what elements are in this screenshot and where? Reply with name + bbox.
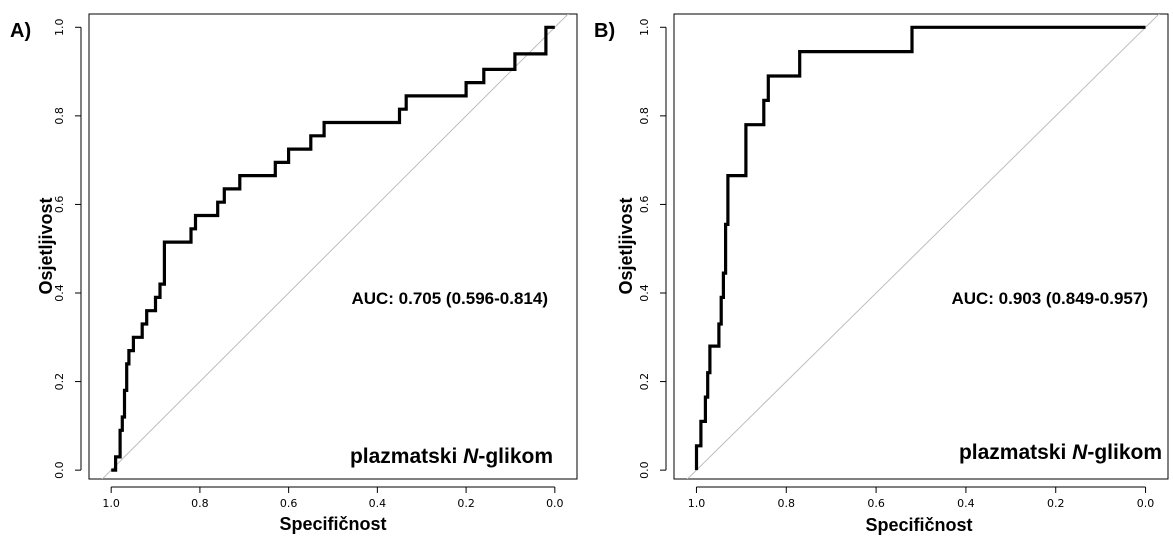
y-tick-label: 0.4 [53,284,66,302]
x-axis-title: Specifičnost [865,515,972,535]
x-axis: 1.0 0.8 0.6 0.4 0.2 0.0 [688,486,1155,510]
y-axis: 0.0 0.2 0.4 0.6 0.8 1.0 [638,19,667,479]
y-tick-label: 0.0 [53,461,66,479]
y-tick-label: 1.0 [638,19,651,36]
x-tick-label: 0.0 [1137,497,1155,510]
x-tick-label: 0.4 [957,497,975,510]
plot-clip-region [686,14,1160,479]
y-tick-label: 0.2 [53,373,66,391]
caption-italic: N [463,445,479,468]
plot-clip-region [101,14,569,479]
x-tick-label: 0.2 [1047,497,1065,510]
y-axis-title: Osjetljivost [36,197,56,294]
y-tick-label: 0.8 [638,107,651,125]
y-axis-title: Osjetljivost [616,197,636,294]
y-tick-label: 0.6 [53,196,66,214]
x-tick-label: 0.4 [369,497,387,510]
chance-diagonal-line [686,14,1160,479]
caption-post: -glikom [478,445,553,468]
x-tick-label: 1.0 [102,497,120,510]
auc-annotation: AUC: 0.705 (0.596-0.814) [351,289,548,308]
x-axis: 1.0 0.8 0.6 0.4 0.2 0.0 [102,486,564,510]
roc-curve [111,25,555,472]
y-tick-label: 0.4 [638,284,651,302]
caption-pre: plazmatski [350,445,463,468]
caption-pre: plazmatski [959,441,1072,464]
y-tick-label: 0.2 [638,373,651,391]
x-axis-title: Specifičnost [279,514,386,534]
x-tick-label: 0.8 [778,497,796,510]
y-tick-label: 0.8 [53,107,66,125]
series-caption: plazmatski N-glikom [350,445,553,468]
y-axis: 0.0 0.2 0.4 0.6 0.8 1.0 [53,19,82,479]
panel-b: B) 1.0 0.8 0.6 0.4 0.2 0.0 0.00.20.40.60.81.0… [594,13,1169,535]
x-tick-label: 1.0 [688,497,706,510]
y-tick-label: 1.0 [53,19,66,36]
plot-frame [673,13,1169,480]
y-tick-label: 0.6 [638,196,651,214]
chance-diagonal-line [101,14,569,479]
panel-a: A) 1.0 0.8 0.6 0.4 0.2 0.0 0.00.20.40.60.81.0… [10,13,578,534]
roc-curve [694,25,1146,471]
auc-annotation: AUC: 0.903 (0.849-0.957) [951,289,1148,308]
x-tick-label: 0.6 [280,497,298,510]
plot-frame [88,13,578,480]
x-tick-label: 0.2 [457,497,475,510]
caption-post: -glikom [1087,441,1162,464]
y-tick-label: 0.0 [638,461,651,479]
x-tick-label: 0.8 [191,497,209,510]
x-tick-label: 0.0 [546,497,564,510]
caption-italic: N [1072,441,1088,464]
panel-label: B) [594,20,615,42]
x-tick-label: 0.6 [867,497,885,510]
panel-label: A) [10,20,31,42]
series-caption: plazmatski N-glikom [959,441,1162,464]
